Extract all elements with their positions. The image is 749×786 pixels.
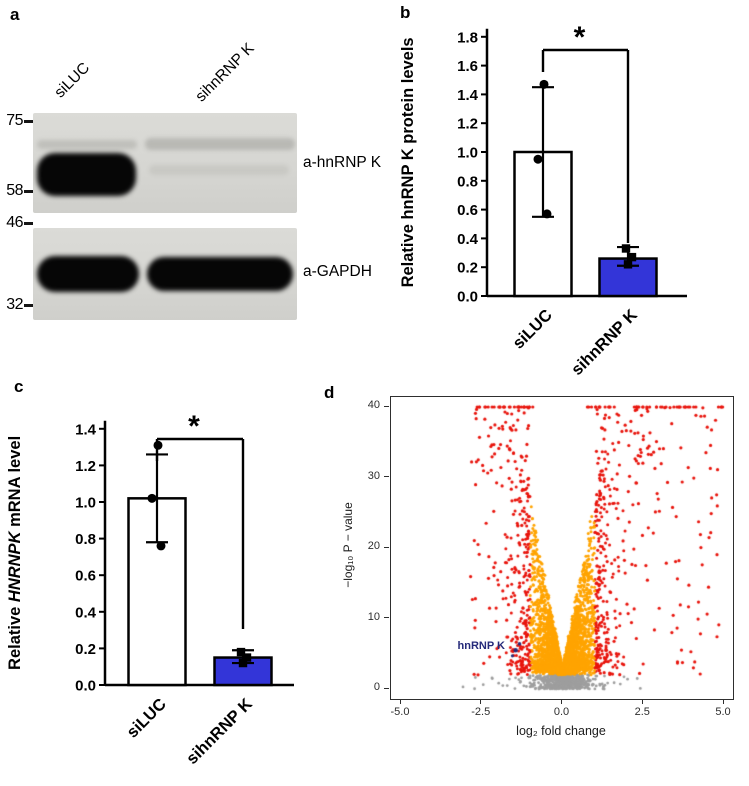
y-tick-label: 0.4	[75, 604, 97, 621]
x-category-label: siLUC	[509, 306, 555, 352]
y-tick-label: 1.2	[457, 116, 478, 133]
volcano-y-axis-label: −log₁₀ P − value	[341, 502, 355, 588]
y-tick-label: 0.8	[457, 173, 478, 190]
panel-letter-a: a	[10, 5, 20, 24]
x-tick-label: -2.5	[471, 706, 491, 718]
y-tick-label: 20	[367, 540, 380, 552]
x-category-label: siLUC	[123, 695, 169, 741]
data-point-circle	[539, 79, 549, 89]
y-tick-label: 1.0	[75, 495, 96, 512]
y-axis-label: Relative HNRNPK mRNA level	[6, 436, 24, 670]
y-tick-label: 0.2	[457, 260, 478, 277]
significance-star: *	[574, 21, 586, 54]
y-tick-label: 0.4	[457, 231, 479, 248]
antibody-label-hnrnpk: a-hnRNP K	[303, 154, 382, 171]
data-point-circle	[147, 493, 157, 503]
mw-label-46: 46	[6, 214, 23, 231]
x-category-label: sihnRNP K	[568, 306, 641, 379]
volcano-plot-area: hnRNP K	[390, 396, 734, 700]
volcano-canvas	[391, 397, 733, 699]
band-gapdh-siluc	[37, 256, 139, 292]
volcano-plot-panel: −log₁₀ P − value hnRNP K log₂ fold chang…	[320, 378, 749, 786]
y-tick-mark	[384, 546, 389, 548]
antibody-label-gapdh: a-GAPDH	[303, 263, 372, 280]
mw-tick	[24, 222, 33, 225]
x-category-label: sihnRNP K	[183, 695, 256, 768]
blot-gapdh	[33, 228, 297, 320]
y-tick-mark	[384, 405, 389, 407]
mw-tick	[24, 190, 33, 193]
lane-label-siluc: siLUC	[51, 59, 94, 102]
band-siluc-strong	[37, 153, 136, 196]
gene-annotation-hnrnpk: hnRNP K	[457, 639, 505, 652]
mw-label-75: 75	[6, 112, 23, 129]
mw-tick	[24, 304, 33, 307]
panel-a-western-blot: a siLUC sihnRNP K 75 58 46 32 a-hnRNP K …	[0, 0, 390, 370]
significance-star: *	[188, 410, 200, 443]
mw-marker-58: 58	[0, 182, 33, 200]
y-tick-label: 1.4	[457, 87, 479, 104]
mw-label-58: 58	[6, 182, 23, 199]
band-sihnrnpk-faint-lower	[149, 165, 289, 175]
panel-letter-c: c	[14, 377, 24, 396]
y-tick-label: 1.2	[75, 458, 96, 475]
lane-label-sihnrnpk: sihnRNP K	[192, 39, 258, 106]
data-point-square	[238, 658, 248, 668]
x-tick-mark	[561, 700, 562, 704]
y-tick-label: 0.6	[457, 202, 478, 219]
y-tick-label: 0.0	[75, 678, 96, 695]
band-siluc-faint-upper	[37, 140, 137, 149]
data-point-circle	[542, 209, 552, 219]
panel-letter-b: b	[400, 3, 411, 22]
y-tick-label: 0	[373, 681, 380, 693]
y-tick-label: 1.0	[457, 145, 478, 162]
x-tick-label: -5.0	[390, 706, 410, 718]
y-tick-label: 0.2	[75, 641, 96, 658]
y-tick-mark	[384, 617, 389, 618]
y-tick-mark	[384, 476, 389, 477]
x-tick-label: 5.0	[715, 706, 731, 718]
y-tick-label: 1.4	[75, 421, 97, 438]
mw-marker-32: 32	[0, 296, 33, 314]
y-tick-label: 0.6	[75, 568, 96, 585]
x-tick-mark	[480, 700, 482, 704]
volcano-x-axis-label: log₂ fold change	[516, 724, 606, 738]
panel-letter-d: d	[324, 383, 335, 402]
data-point-square	[236, 647, 246, 657]
x-tick-mark	[399, 700, 401, 704]
x-tick-label: 0.0	[553, 706, 570, 718]
mw-marker-75: 75	[0, 112, 33, 130]
y-tick-label: 40	[367, 399, 380, 411]
x-tick-mark	[641, 700, 643, 704]
bar-siLUC	[127, 497, 187, 687]
y-tick-mark	[384, 687, 389, 689]
mw-tick	[24, 120, 33, 123]
data-point-square	[623, 260, 633, 269]
y-tick-label: 0.0	[457, 289, 478, 306]
data-point-square	[621, 244, 631, 253]
y-tick-label: 1.8	[457, 29, 478, 46]
data-point-circle	[156, 541, 166, 551]
data-point-circle	[533, 154, 543, 164]
bar-chart-mrna-level: 0.0 0.2 0.4 0.6 0.8 1.0 1.2 1.4 Relative HNRNPK …	[6, 410, 294, 768]
y-axis-label: Relative hnRNP K protein levels	[399, 37, 417, 287]
mw-marker-46: 46	[0, 214, 33, 232]
data-point-square	[627, 252, 637, 262]
band-gapdh-sihnrnpk	[147, 257, 293, 291]
y-tick-label: 0.8	[75, 531, 96, 548]
y-tick-label: 30	[367, 469, 380, 482]
x-tick-mark	[722, 700, 724, 704]
band-sihnrnpk-faint	[145, 138, 295, 150]
x-tick-label: 2.5	[634, 706, 650, 718]
mw-label-32: 32	[6, 296, 23, 313]
data-point-square	[242, 653, 252, 662]
y-tick-label: 1.6	[457, 58, 478, 75]
bar-chart-protein-levels: 0.0 0.2 0.4 0.6 0.8 1.0 1.2 1.4 1.6 1.8 Relative h…	[399, 21, 687, 379]
y-tick-label: 10	[367, 610, 380, 623]
blot-hnrnpk	[33, 113, 297, 213]
